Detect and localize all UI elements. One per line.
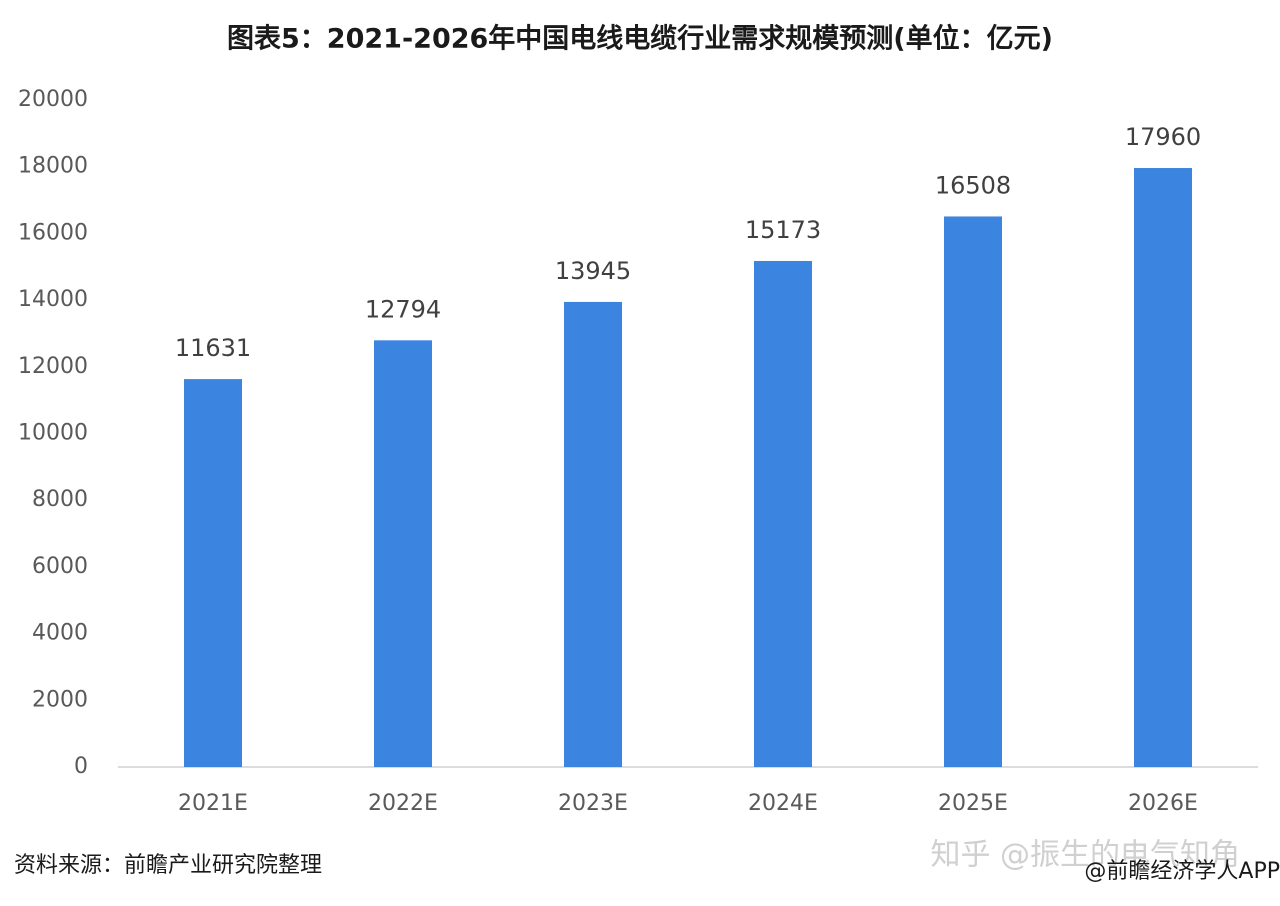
data-label: 12794 <box>365 295 441 323</box>
x-tick-label: 2021E <box>178 791 248 816</box>
data-label: 15173 <box>745 216 821 244</box>
bar <box>754 260 812 767</box>
source-note: 资料来源：前瞻产业研究院整理 <box>14 853 322 878</box>
watermark: 知乎 @振生的电气知角 <box>930 838 1240 873</box>
y-tick-label: 18000 <box>18 154 88 179</box>
bar <box>184 379 242 767</box>
chart-title: 图表5：2021-2026年中国电线电缆行业需求规模预测(单位：亿元) <box>227 23 1053 55</box>
y-tick-label: 12000 <box>18 354 88 379</box>
data-label: 16508 <box>935 171 1011 199</box>
y-tick-label: 8000 <box>32 487 88 512</box>
credit: @前瞻经济学人APP <box>1084 859 1280 884</box>
y-tick-label: 20000 <box>18 87 88 112</box>
x-tick-label: 2025E <box>938 791 1008 816</box>
x-tick-label: 2024E <box>748 791 818 816</box>
y-tick-label: 16000 <box>18 220 88 245</box>
y-tick-label: 4000 <box>32 621 88 646</box>
x-tick-label: 2026E <box>1128 791 1198 816</box>
bar <box>374 340 432 767</box>
x-tick-label: 2022E <box>368 791 438 816</box>
bar <box>1134 168 1192 767</box>
y-tick-label: 6000 <box>32 554 88 579</box>
y-tick-label: 10000 <box>18 421 88 446</box>
data-label: 17960 <box>1125 123 1201 151</box>
data-label: 13945 <box>555 257 631 285</box>
y-tick-label: 14000 <box>18 287 88 312</box>
data-label: 11631 <box>175 334 251 362</box>
x-tick-label: 2023E <box>558 791 628 816</box>
bar <box>944 216 1002 768</box>
bar <box>564 301 622 767</box>
y-tick-label: 0 <box>74 754 88 779</box>
y-tick-label: 2000 <box>32 687 88 712</box>
